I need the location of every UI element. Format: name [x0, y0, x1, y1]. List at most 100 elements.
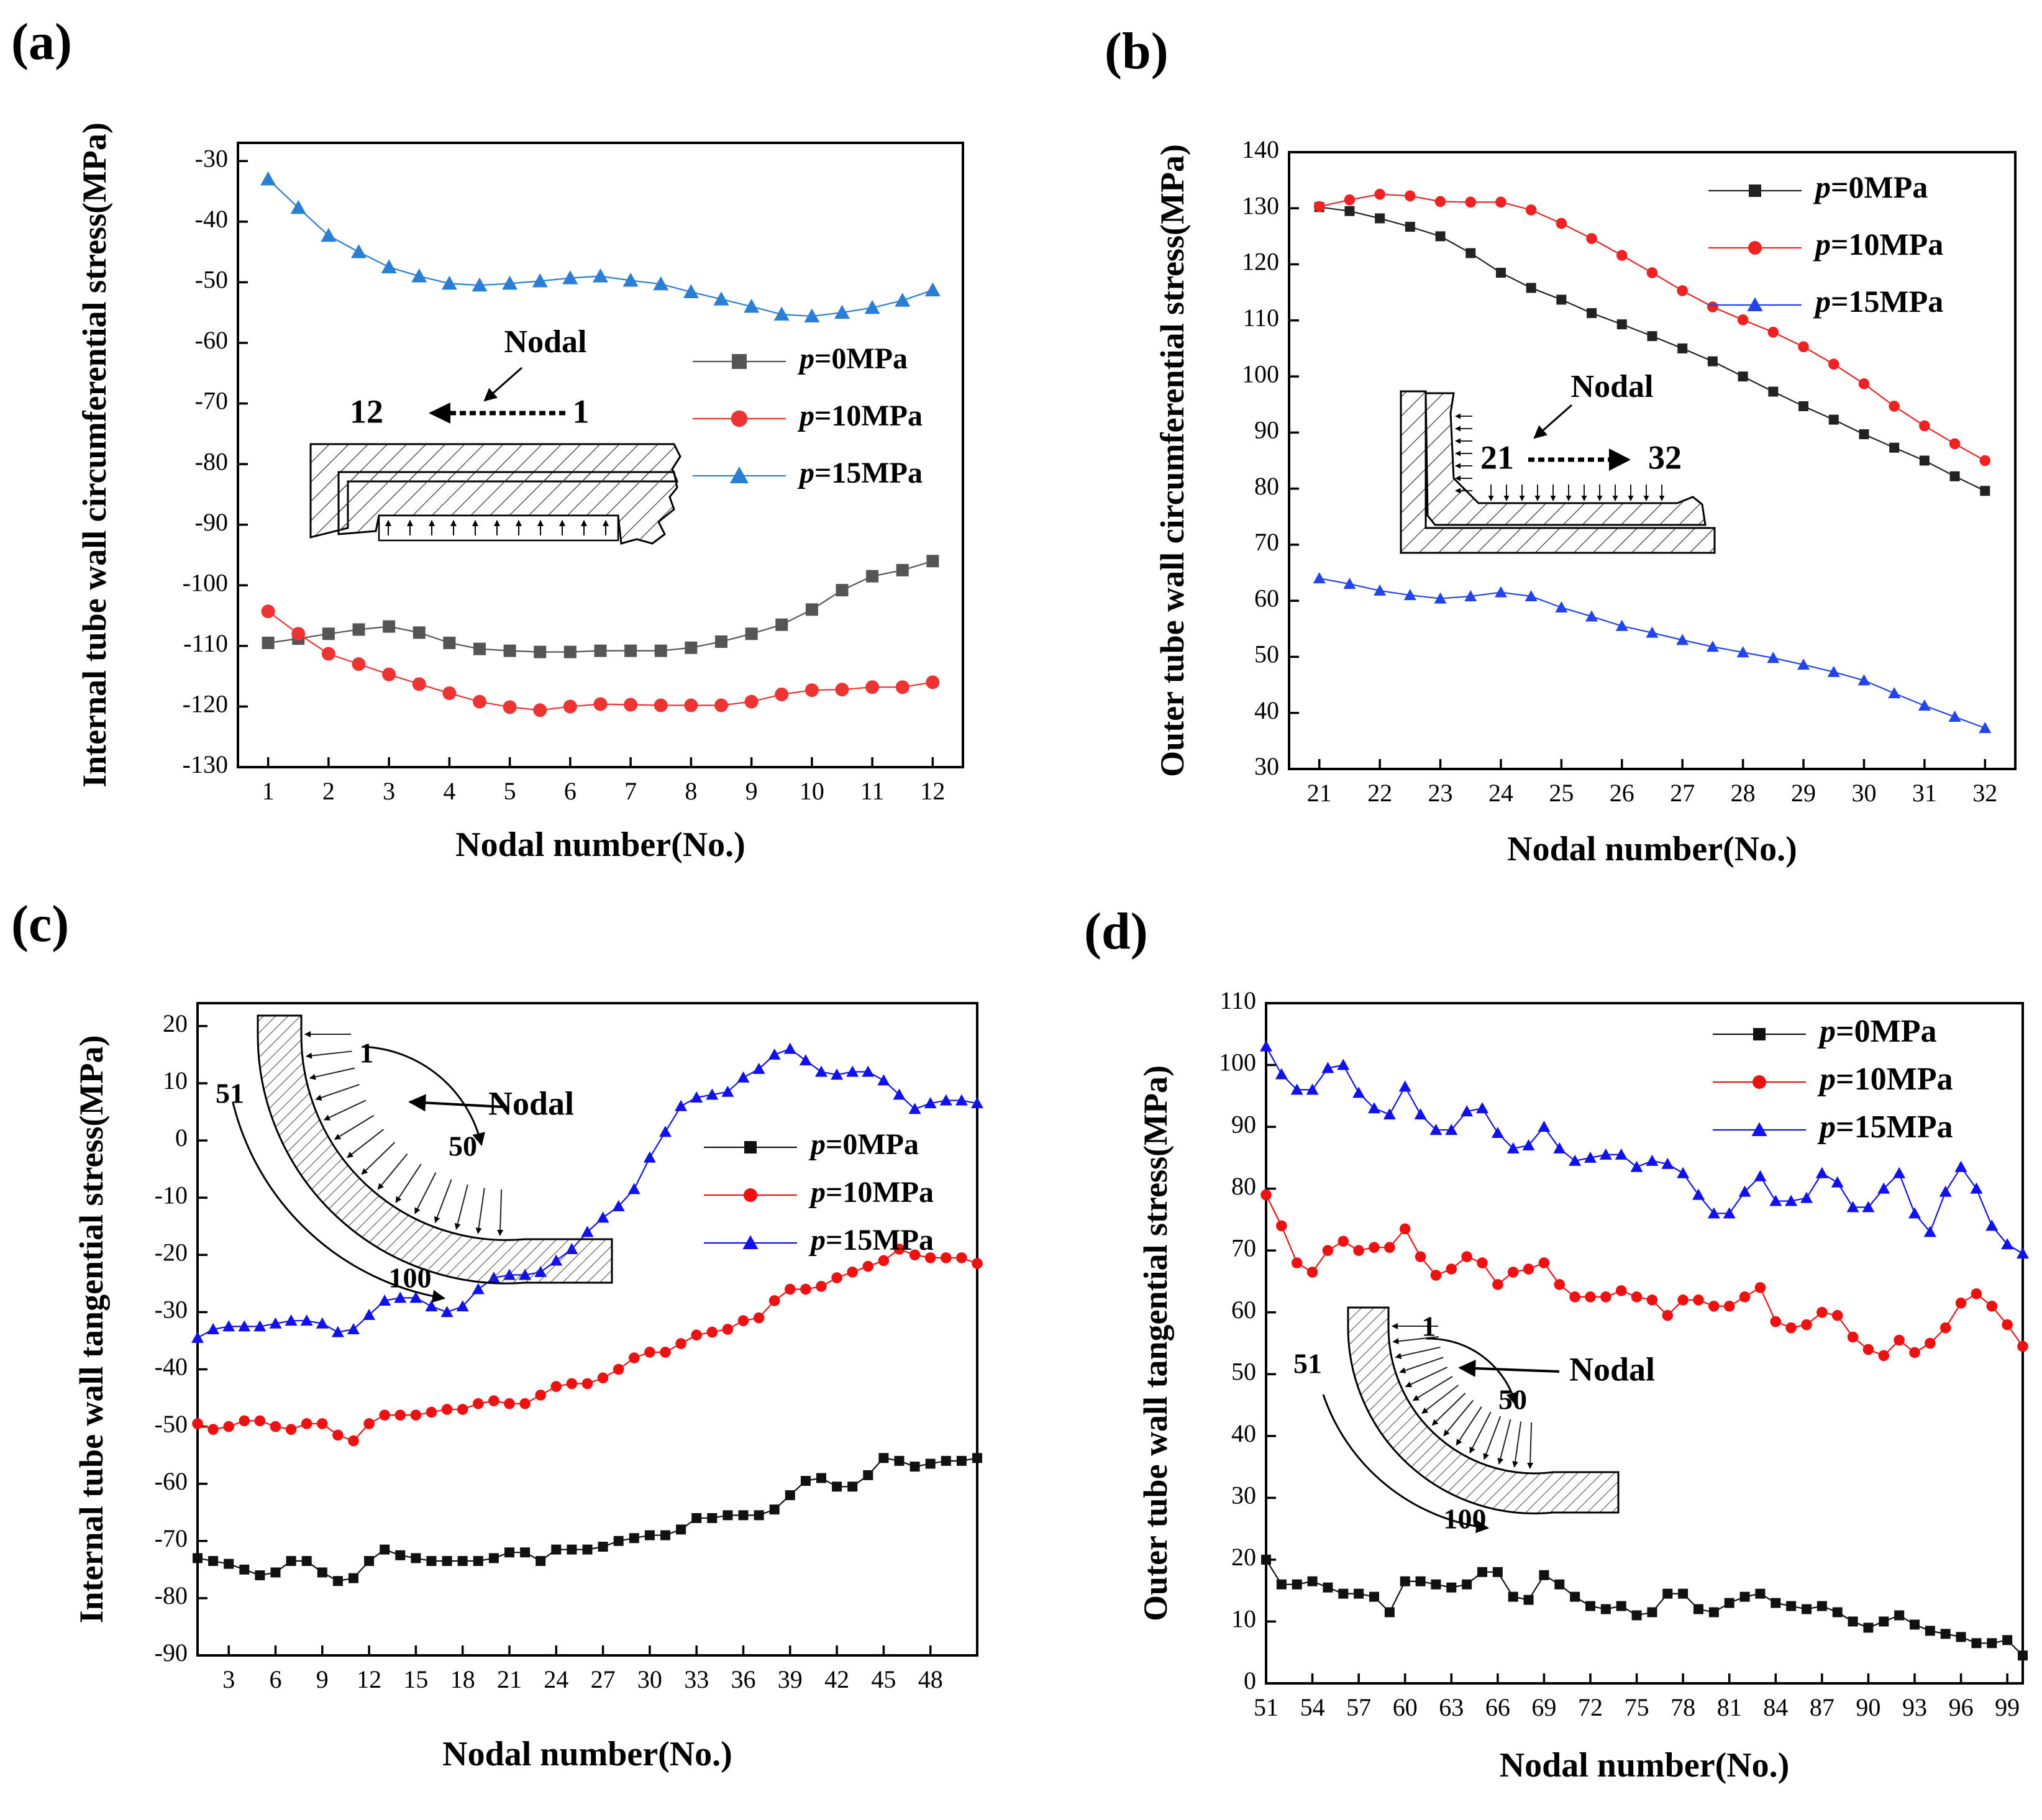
data-point — [1767, 326, 1779, 338]
data-point — [836, 584, 849, 597]
data-point — [1477, 1567, 1487, 1577]
data-point — [253, 1320, 267, 1332]
panel-label: (b) — [1105, 22, 1169, 80]
x-tick-label: 25 — [1549, 779, 1574, 807]
y-tick-label: -100 — [183, 568, 228, 596]
data-point — [562, 270, 578, 284]
data-point — [1507, 1267, 1519, 1278]
plot-frame — [237, 142, 964, 768]
x-tick-label: 39 — [778, 1665, 803, 1693]
data-point — [1910, 1619, 1920, 1630]
data-point — [1344, 206, 1355, 216]
panel-label: (a) — [11, 13, 72, 71]
legend-entry: p=10MPa — [797, 399, 923, 432]
inset-label-nodal: Nodal — [504, 324, 587, 360]
data-point — [269, 1317, 282, 1329]
series-3 — [1260, 1040, 2029, 1259]
y-tick-label: 110 — [1242, 304, 1279, 332]
data-point — [1338, 1588, 1349, 1599]
data-point — [612, 1199, 625, 1211]
data-point — [1692, 1188, 1705, 1200]
pointer-arrow — [483, 366, 522, 402]
data-point — [1525, 204, 1537, 216]
data-point — [473, 1398, 484, 1409]
data-point — [1987, 1638, 1997, 1649]
data-point — [1797, 658, 1810, 670]
data-point — [563, 699, 577, 714]
data-point — [1492, 1279, 1503, 1290]
data-point — [1737, 314, 1749, 325]
data-point — [1708, 1607, 1719, 1618]
data-point — [581, 1378, 593, 1390]
data-point — [193, 1553, 203, 1563]
data-point — [1677, 343, 1688, 353]
y-tick-label: 60 — [1231, 1296, 1256, 1324]
data-point — [878, 1453, 889, 1463]
data-point — [629, 1533, 639, 1544]
data-point — [413, 626, 426, 639]
data-point — [1939, 1185, 1952, 1197]
data-point — [593, 697, 608, 711]
x-tick-label: 72 — [1578, 1693, 1603, 1721]
data-point — [1909, 1347, 1920, 1358]
series-2 — [261, 604, 940, 717]
x-tick-label: 9 — [316, 1665, 329, 1693]
x-tick-label: 10 — [800, 777, 824, 805]
data-point — [864, 299, 880, 314]
data-point — [1971, 1288, 1982, 1299]
data-point — [714, 698, 728, 712]
data-point — [2017, 1340, 2028, 1352]
data-point — [192, 1418, 203, 1429]
data-point — [1398, 1080, 1411, 1092]
data-point — [1554, 1579, 1565, 1590]
y-tick-label: 60 — [1254, 584, 1279, 612]
data-point — [908, 1103, 921, 1114]
data-point — [753, 1312, 765, 1324]
y-tick-label: 40 — [1231, 1419, 1256, 1447]
data-point — [924, 1097, 937, 1109]
data-point — [1600, 1604, 1611, 1614]
data-point — [1985, 1219, 1999, 1231]
data-point — [238, 1320, 251, 1332]
data-point — [1465, 248, 1476, 258]
x-tick-label: 23 — [1428, 779, 1453, 807]
data-point — [1306, 1267, 1318, 1278]
data-point — [831, 1272, 842, 1283]
data-point — [1707, 1207, 1720, 1219]
data-point — [394, 1291, 407, 1303]
x-tick-label: 6 — [270, 1665, 282, 1693]
pressure-arrow — [1412, 1376, 1453, 1401]
data-point — [1771, 1598, 1781, 1608]
data-point — [624, 644, 637, 657]
data-point — [1955, 1297, 1967, 1309]
data-point — [847, 1481, 858, 1492]
data-point — [1431, 1579, 1441, 1590]
y-tick-label: -20 — [155, 1238, 188, 1266]
legend-marker — [742, 1235, 759, 1249]
data-point — [207, 1424, 219, 1435]
data-point — [1646, 626, 1659, 638]
legend-marker — [731, 410, 748, 427]
data-point — [737, 1315, 749, 1326]
data-point — [972, 1453, 982, 1463]
data-point — [503, 644, 516, 657]
data-point — [1925, 1337, 1936, 1349]
data-point — [877, 1074, 890, 1086]
data-point — [1662, 1588, 1673, 1599]
data-point — [972, 1258, 983, 1269]
data-point — [1646, 267, 1658, 278]
data-point — [1399, 1223, 1411, 1235]
data-point — [1800, 1191, 1813, 1203]
pressure-arrow — [1456, 1406, 1482, 1446]
data-point — [1506, 1142, 1520, 1153]
data-point — [254, 1415, 266, 1427]
y-tick-label: 50 — [1231, 1357, 1256, 1385]
inset-label-100: 100 — [389, 1262, 432, 1294]
data-point — [1584, 1151, 1597, 1163]
data-point — [1569, 1291, 1580, 1303]
data-point — [1538, 1257, 1550, 1268]
data-point — [566, 1378, 578, 1390]
legend-marker — [1747, 297, 1763, 311]
